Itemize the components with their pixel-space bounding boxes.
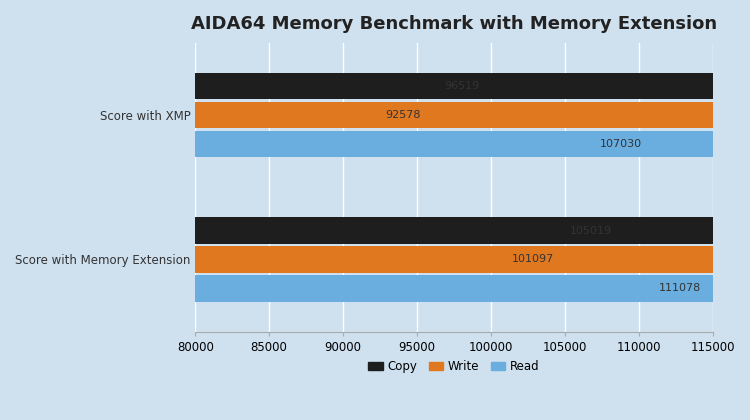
Bar bbox=[195, 217, 750, 244]
Bar bbox=[195, 131, 750, 157]
Bar bbox=[195, 275, 750, 302]
Legend: Copy, Write, Read: Copy, Write, Read bbox=[364, 355, 544, 378]
Bar bbox=[195, 73, 750, 100]
Text: 92578: 92578 bbox=[386, 110, 422, 120]
Text: 111078: 111078 bbox=[659, 284, 701, 294]
Title: AIDA64 Memory Benchmark with Memory Extension: AIDA64 Memory Benchmark with Memory Exte… bbox=[191, 15, 717, 33]
Text: 96519: 96519 bbox=[444, 81, 479, 91]
Text: 101097: 101097 bbox=[512, 255, 554, 265]
Bar bbox=[195, 102, 750, 129]
Text: 107030: 107030 bbox=[599, 139, 641, 149]
Text: 105019: 105019 bbox=[569, 226, 612, 236]
Bar bbox=[195, 246, 750, 273]
